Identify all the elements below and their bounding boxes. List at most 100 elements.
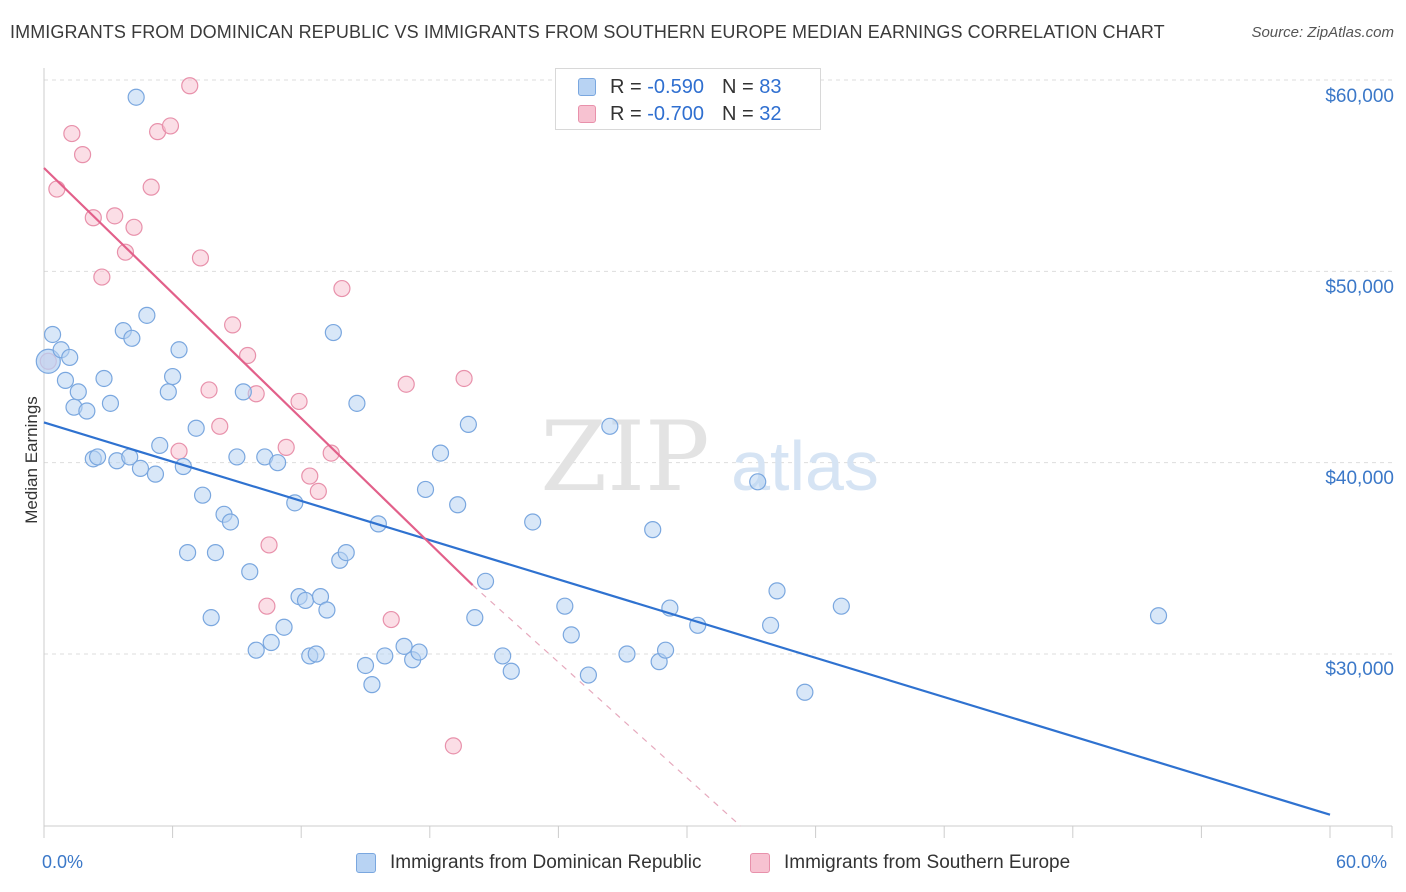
legend-n-label: N = <box>721 75 754 98</box>
blue-point-23 <box>170 341 188 359</box>
pink-point-26 <box>322 444 340 462</box>
pink-point-22 <box>277 438 295 456</box>
blue-point-18 <box>138 306 156 324</box>
x-tick-label-min: 0.0% <box>42 852 84 872</box>
legend-r-label: R = <box>610 75 642 98</box>
pink-point-20 <box>260 536 278 554</box>
pink-point-24 <box>301 467 319 485</box>
pink-point-7 <box>116 243 135 261</box>
pink-point-15 <box>200 381 218 399</box>
blue-point-50 <box>348 394 366 412</box>
correlation-legend: R = -0.590 N = 83 R = -0.700 N = 32 <box>555 68 821 130</box>
blue-point-20 <box>151 436 169 455</box>
pink-point-3 <box>73 146 92 164</box>
blue-point-65 <box>502 662 520 680</box>
blue-point-33 <box>234 383 252 401</box>
blue-point-55 <box>395 637 413 655</box>
watermark: ZIP atlas <box>540 401 879 513</box>
blue-point-51 <box>356 656 375 675</box>
blue-point-81 <box>832 597 850 615</box>
blue-point-62 <box>466 609 484 627</box>
legend-r-value-dominican: -0.590 <box>647 75 704 98</box>
pink-point-18 <box>239 346 257 365</box>
legend-swatch-pink <box>750 853 770 873</box>
blue-point-39 <box>275 618 293 636</box>
blue-point-78 <box>761 616 780 634</box>
pink-point-9 <box>142 178 160 196</box>
pink-point-5 <box>93 268 111 286</box>
legend-item-dominican: Immigrants from Dominican Republic <box>356 852 702 874</box>
blue-point-25 <box>179 543 197 562</box>
blue-point-27 <box>194 486 212 504</box>
blue-point-11 <box>101 394 120 412</box>
blue-point-47 <box>324 323 342 342</box>
pink-point-14 <box>191 249 210 267</box>
blue-point-44 <box>307 645 325 663</box>
blue-point-6 <box>69 383 87 401</box>
blue-point-71 <box>618 645 636 663</box>
pink-point-31 <box>455 369 473 388</box>
y-tick-label-60000: $60,000 <box>1325 86 1394 107</box>
blue-point-66 <box>524 513 542 531</box>
blue-point-17 <box>131 459 150 478</box>
trend-line-dominican <box>43 421 1331 816</box>
pink-point-27 <box>333 279 351 298</box>
legend-r-label: R = <box>610 102 642 125</box>
y-axis-label: Median Earnings <box>22 396 41 524</box>
legend-r-value-southern-europe: -0.700 <box>647 102 704 125</box>
blue-point-63 <box>476 572 495 590</box>
legend-n-label: N = <box>721 102 754 125</box>
legend-row-southern-europe: R = -0.700 N = 32 <box>578 102 781 126</box>
source-label: Source: ZipAtlas.com <box>1251 24 1394 41</box>
blue-point-16 <box>127 88 145 106</box>
blue-point-42 <box>296 591 315 610</box>
pink-point-2 <box>63 124 81 143</box>
axes <box>43 68 1393 838</box>
pink-point-11 <box>161 117 180 135</box>
blue-point-59 <box>431 444 450 462</box>
blue-point-70 <box>601 417 619 435</box>
blue-point-68 <box>562 626 580 644</box>
pink-point-21 <box>258 597 276 615</box>
blue-point-61 <box>459 415 477 433</box>
y-tick-label-30000: $30,000 <box>1325 659 1394 680</box>
blue-point-19 <box>146 465 165 483</box>
blue-point-31 <box>221 513 240 531</box>
legend-n-value-southern-europe: 32 <box>759 102 782 125</box>
blue-point-35 <box>247 641 265 659</box>
legend-label-southern-europe: Immigrants from Southern Europe <box>784 852 1071 873</box>
blue-point-58 <box>416 480 435 499</box>
blue-point-72 <box>644 521 662 539</box>
blue-point-29 <box>206 543 225 562</box>
blue-point-46 <box>318 601 336 619</box>
pink-point-25 <box>309 482 327 500</box>
pink-point-16 <box>211 417 229 435</box>
watermark-atlas: atlas <box>731 427 879 505</box>
legend-swatch-blue <box>356 853 376 873</box>
blue-point-74 <box>656 641 675 659</box>
blue-point-1 <box>43 325 62 344</box>
blue-point-57 <box>410 643 428 661</box>
y-tick-label-50000: $50,000 <box>1325 277 1394 298</box>
blue-point-32 <box>228 448 246 466</box>
dominican-republic-points <box>35 88 1168 701</box>
y-tick-label-40000: $40,000 <box>1325 468 1394 489</box>
blue-point-10 <box>95 369 113 388</box>
blue-point-49 <box>337 543 355 562</box>
trend-extension-southern-europe <box>472 584 741 827</box>
x-tick-label-max: 60.0% <box>1336 852 1388 872</box>
legend-item-southern-europe: Immigrants from Southern Europe <box>750 852 1070 874</box>
blue-point-4 <box>61 348 79 367</box>
pink-point-17 <box>224 316 242 334</box>
blue-point-54 <box>376 647 394 665</box>
blue-point-7 <box>78 402 96 420</box>
blue-point-22 <box>164 367 182 386</box>
blue-point-21 <box>159 383 177 401</box>
blue-point-52 <box>363 676 381 694</box>
pink-point-6 <box>106 207 124 225</box>
blue-point-64 <box>494 647 512 665</box>
trend-line-southern-europe <box>43 167 474 586</box>
blue-point-34 <box>241 563 259 581</box>
blue-point-38 <box>269 454 287 472</box>
